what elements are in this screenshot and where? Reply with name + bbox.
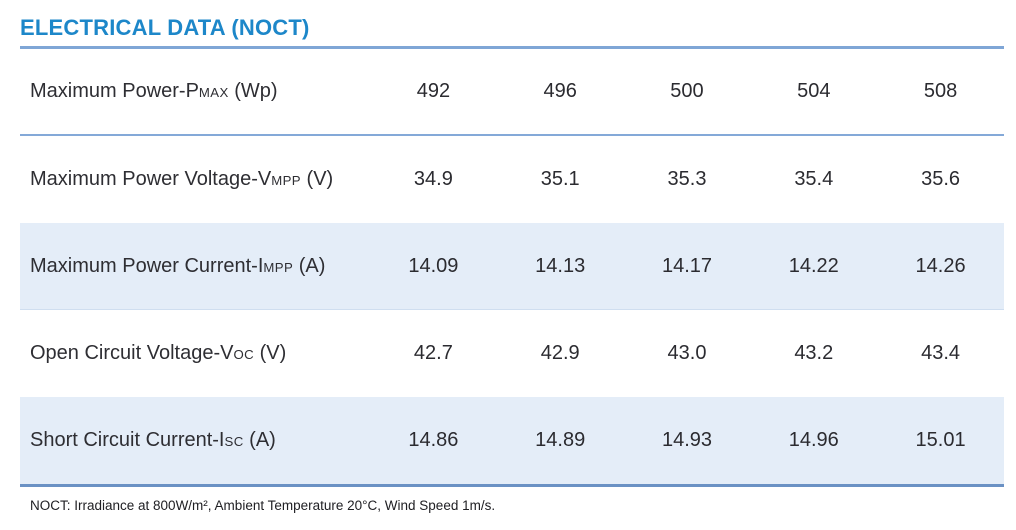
row-value: 35.4 (794, 168, 834, 190)
table-row: Short Circuit Current-ISC (A) 14.86 14.8… (20, 397, 1004, 484)
label-subscript: MAX (198, 85, 229, 100)
table-row: Maximum Power Voltage-VMPP (V) 34.9 35.1… (20, 136, 1004, 223)
row-value: 496 (543, 80, 577, 102)
row-value: 508 (923, 80, 958, 102)
label-subscript: SC (224, 434, 244, 449)
row-value: 35.6 (921, 168, 961, 190)
row-value: 35.1 (540, 168, 580, 190)
row-label: Short Circuit Current-ISC (A) (30, 429, 276, 451)
row-value: 14.17 (661, 254, 713, 277)
table-bottom-rule (20, 484, 1004, 487)
row-value: 492 (416, 80, 451, 102)
row-value: 14.89 (535, 429, 586, 451)
row-value: 14.86 (408, 429, 459, 451)
row-value: 14.93 (661, 429, 713, 451)
table-row: Open Circuit Voltage-VOC (V) 42.7 42.9 4… (20, 310, 1004, 397)
row-value: 43.4 (921, 342, 961, 364)
row-value: 42.7 (413, 342, 453, 364)
row-value: 43.2 (794, 342, 834, 364)
row-value: 14.13 (535, 254, 586, 277)
row-value: 14.22 (788, 254, 839, 277)
row-label: Open Circuit Voltage-VOC (V) (30, 342, 287, 364)
section-title: ELECTRICAL DATA (NOCT) (20, 15, 310, 40)
row-value: 504 (797, 80, 831, 102)
title-underline (20, 46, 1004, 49)
table-row: Maximum Power-PMAX (Wp) 492 496 500 504 … (20, 49, 1004, 136)
table-row: Maximum Power Current-IMPP (A) 14.09 14.… (20, 223, 1004, 310)
row-value: 42.9 (540, 342, 580, 364)
electrical-data-table: Maximum Power-PMAX (Wp) 492 496 500 504 … (20, 49, 1004, 484)
row-label: Maximum Power Voltage-VMPP (V) (30, 168, 334, 190)
row-value: 43.0 (667, 342, 707, 364)
label-subscript: MPP (271, 173, 301, 188)
row-value: 34.9 (413, 168, 453, 190)
label-subscript: OC (233, 347, 255, 362)
row-label: Maximum Power Current-IMPP (A) (30, 254, 326, 277)
row-value: 15.01 (915, 429, 966, 451)
row-value: 14.96 (788, 429, 839, 451)
row-value: 14.09 (408, 254, 459, 277)
noct-footnote: NOCT: Irradiance at 800W/m², Ambient Tem… (30, 498, 496, 513)
row-value: 35.3 (667, 168, 707, 190)
row-value: 500 (670, 80, 704, 102)
row-label: Maximum Power-PMAX (Wp) (30, 80, 278, 102)
row-value: 14.26 (915, 254, 966, 277)
label-subscript: MPP (263, 259, 294, 275)
